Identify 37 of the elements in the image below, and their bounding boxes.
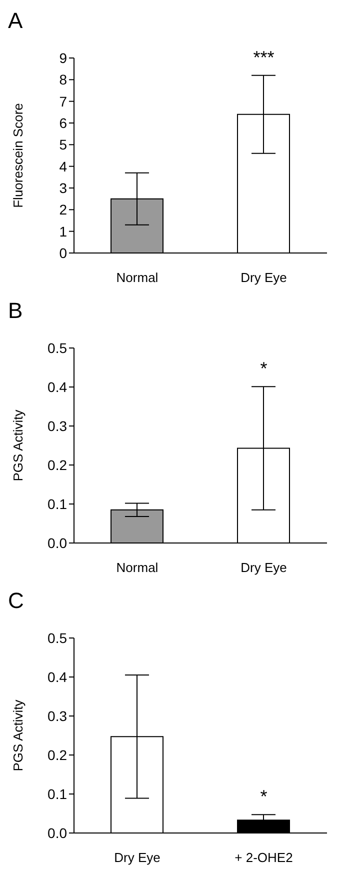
x-tick-label: Normal	[116, 270, 158, 286]
annotation: *	[260, 786, 268, 807]
y-axis-title: PGS Activity	[10, 409, 26, 482]
y-tick-label: 0.4	[48, 378, 68, 395]
chart-title: A	[8, 8, 23, 34]
y-tick-label: 6	[59, 114, 68, 131]
y-tick-label: 0.4	[48, 668, 68, 685]
y-tick-label: 0	[59, 244, 68, 261]
y-tick-label: 0.2	[48, 746, 68, 763]
y-tick-label: 4	[59, 158, 68, 174]
y-tick-label: 0.1	[48, 786, 68, 802]
x-tick-label: Normal	[116, 560, 158, 576]
y-tick-label: 9	[59, 50, 68, 66]
y-tick-label: 0.0	[48, 824, 68, 841]
x-tick-label: Dry Eye	[240, 560, 287, 576]
x-tick-label: Dry Eye	[240, 270, 287, 286]
y-tick-label: 3	[59, 180, 68, 196]
y-axis-title: Fluorescein Score	[10, 103, 26, 208]
chart-title: C	[8, 588, 24, 614]
y-tick-label: 8	[59, 72, 68, 88]
y-tick-label: 0.3	[48, 708, 68, 724]
y-tick-label: 5	[59, 136, 68, 153]
y-tick-label: 0.1	[48, 496, 68, 512]
y-tick-label: 0.2	[48, 456, 68, 473]
y-axis-title: PGS Activity	[10, 699, 26, 772]
y-tick-label: 0.5	[48, 340, 68, 356]
y-tick-label: 0.0	[48, 534, 68, 551]
annotation: ***	[253, 47, 274, 68]
annotation: *	[260, 358, 268, 379]
chart-title: B	[8, 298, 23, 324]
y-tick-label: 2	[59, 202, 68, 218]
y-tick-label: 7	[59, 93, 68, 110]
y-tick-label: 1	[59, 223, 68, 240]
y-tick-label: 0.3	[48, 418, 68, 434]
x-tick-label: + 2-OHE2	[234, 850, 293, 866]
y-tick-label: 0.5	[48, 630, 68, 646]
x-tick-label: Dry Eye	[114, 850, 160, 866]
